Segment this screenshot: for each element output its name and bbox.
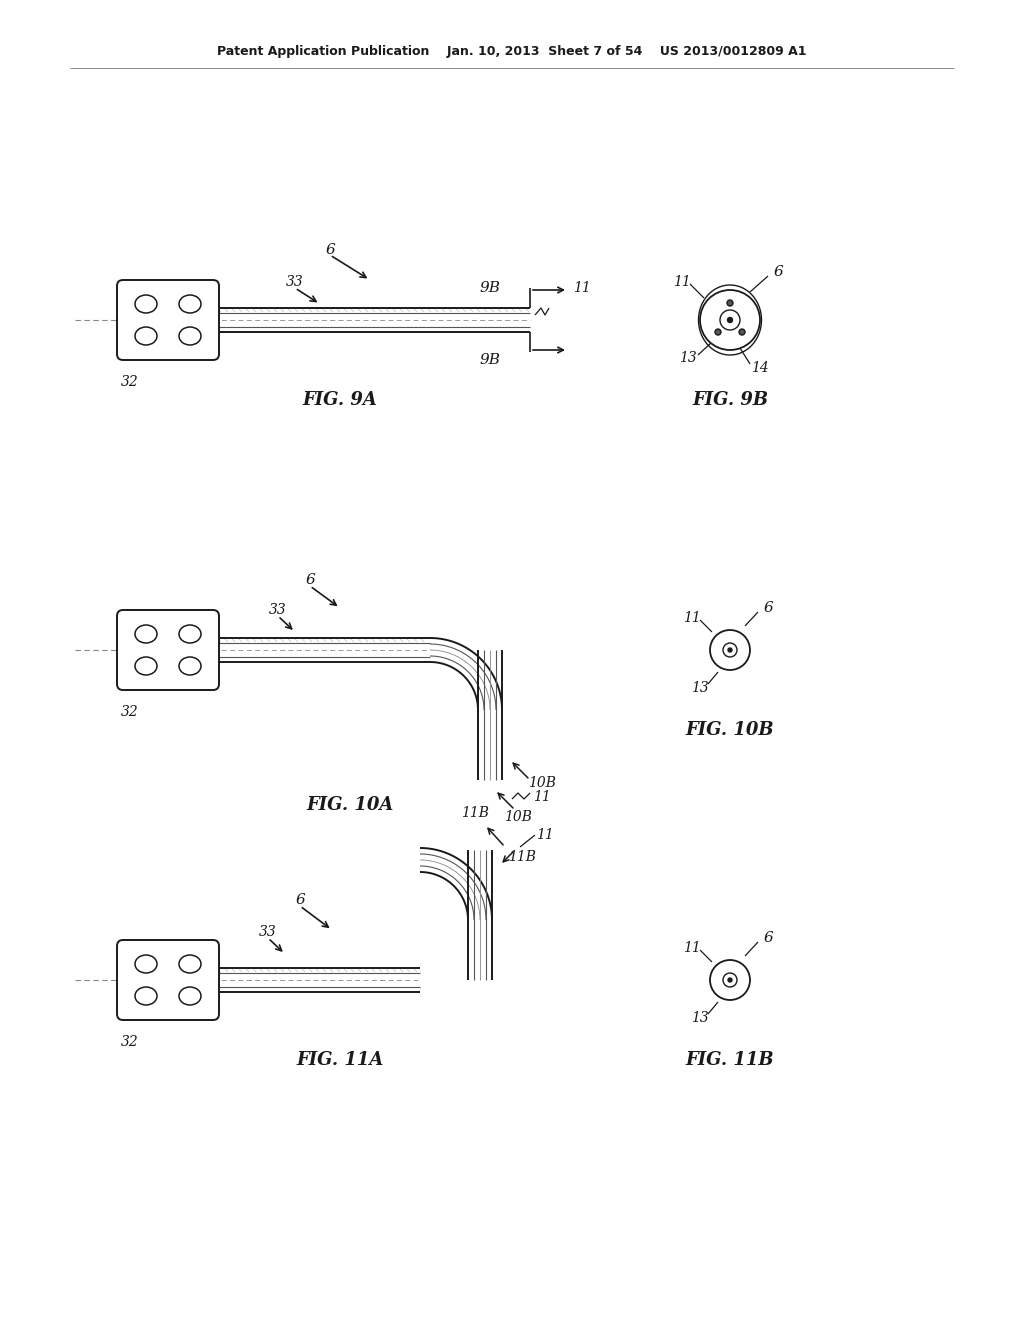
FancyBboxPatch shape: [117, 940, 219, 1020]
Ellipse shape: [179, 624, 201, 643]
Circle shape: [723, 643, 737, 657]
Text: 10B: 10B: [504, 810, 532, 824]
Text: 32: 32: [121, 375, 139, 389]
Text: FIG. 10B: FIG. 10B: [686, 721, 774, 739]
Circle shape: [728, 978, 732, 982]
Ellipse shape: [135, 327, 157, 345]
Text: FIG. 11A: FIG. 11A: [296, 1051, 384, 1069]
Text: FIG. 10A: FIG. 10A: [306, 796, 393, 814]
Text: 6: 6: [295, 894, 305, 907]
Text: 11: 11: [683, 941, 700, 954]
Text: 32: 32: [121, 705, 139, 719]
Ellipse shape: [179, 954, 201, 973]
Circle shape: [739, 329, 745, 335]
Text: 6: 6: [326, 243, 335, 257]
Ellipse shape: [135, 954, 157, 973]
Text: 13: 13: [679, 351, 697, 366]
Text: 33: 33: [259, 925, 276, 939]
Text: 11B: 11B: [461, 807, 489, 820]
Text: Patent Application Publication    Jan. 10, 2013  Sheet 7 of 54    US 2013/001280: Patent Application Publication Jan. 10, …: [217, 45, 807, 58]
FancyBboxPatch shape: [117, 280, 219, 360]
Text: 11: 11: [573, 281, 591, 294]
Text: FIG. 11B: FIG. 11B: [686, 1051, 774, 1069]
Text: FIG. 9A: FIG. 9A: [302, 391, 378, 409]
Text: 6: 6: [305, 573, 314, 587]
Ellipse shape: [179, 987, 201, 1005]
FancyBboxPatch shape: [117, 610, 219, 690]
Circle shape: [715, 329, 721, 335]
Circle shape: [710, 630, 750, 671]
Text: 9B: 9B: [479, 352, 501, 367]
Text: 11: 11: [537, 828, 554, 842]
Ellipse shape: [135, 624, 157, 643]
Text: 6: 6: [773, 265, 783, 279]
Text: 11: 11: [534, 789, 551, 804]
Ellipse shape: [135, 987, 157, 1005]
Circle shape: [727, 318, 732, 322]
Text: 13: 13: [691, 1011, 709, 1026]
Text: 14: 14: [752, 360, 769, 375]
Circle shape: [710, 960, 750, 1001]
Ellipse shape: [135, 294, 157, 313]
Ellipse shape: [179, 327, 201, 345]
Circle shape: [720, 310, 740, 330]
Text: 33: 33: [269, 603, 287, 616]
Text: 6: 6: [763, 931, 773, 945]
Text: 11B: 11B: [508, 850, 536, 865]
Text: FIG. 9B: FIG. 9B: [692, 391, 768, 409]
Ellipse shape: [135, 657, 157, 675]
Text: 13: 13: [691, 681, 709, 696]
Ellipse shape: [179, 294, 201, 313]
Text: 9B: 9B: [479, 281, 501, 294]
Circle shape: [727, 300, 733, 306]
Ellipse shape: [179, 657, 201, 675]
Text: 11: 11: [673, 275, 691, 289]
Circle shape: [728, 648, 732, 652]
Circle shape: [700, 290, 760, 350]
Text: 32: 32: [121, 1035, 139, 1049]
Text: 33: 33: [286, 275, 304, 289]
Text: 11: 11: [683, 611, 700, 624]
Text: 10B: 10B: [528, 776, 556, 789]
Text: 6: 6: [763, 601, 773, 615]
Circle shape: [723, 973, 737, 987]
